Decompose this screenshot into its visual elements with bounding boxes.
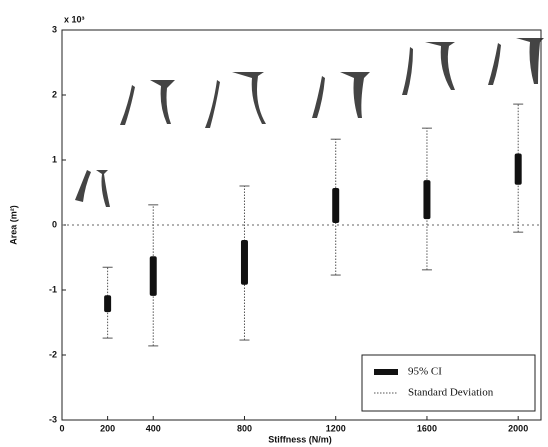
x-tick-label: 200 <box>100 423 115 433</box>
y-tick-label: -3 <box>49 414 57 424</box>
x-tick-label: 0 <box>59 423 64 433</box>
y-tick-label: 3 <box>52 24 57 34</box>
x-tick-label: 1600 <box>417 423 437 433</box>
x-tick-label: 2000 <box>508 423 528 433</box>
ci-bar <box>240 239 248 285</box>
ci-bar <box>104 295 112 313</box>
ci-bar <box>423 180 431 220</box>
y-axis-label: Area (m²) <box>8 205 18 245</box>
ci-bar <box>332 187 340 224</box>
ci-bar <box>514 153 522 185</box>
y-multiplier: x 10³ <box>64 14 85 24</box>
fin-images <box>75 38 544 207</box>
y-tick-label: -2 <box>49 349 57 359</box>
y-tick-label: 2 <box>52 89 57 99</box>
y-tick-label: 1 <box>52 154 57 164</box>
y-tick-label: 0 <box>52 219 57 229</box>
ci-bar <box>149 256 157 296</box>
x-axis-label: Stiffness (N/m) <box>268 434 332 444</box>
y-tick-label: -1 <box>49 284 57 294</box>
x-tick-label: 1200 <box>326 423 346 433</box>
legend-box <box>361 354 536 412</box>
legend-swatch <box>374 369 398 375</box>
x-tick-label: 800 <box>237 423 252 433</box>
legend-label: 95% CI <box>408 366 442 378</box>
legend-label: Standard Deviation <box>408 387 494 399</box>
x-tick-label: 400 <box>146 423 161 433</box>
